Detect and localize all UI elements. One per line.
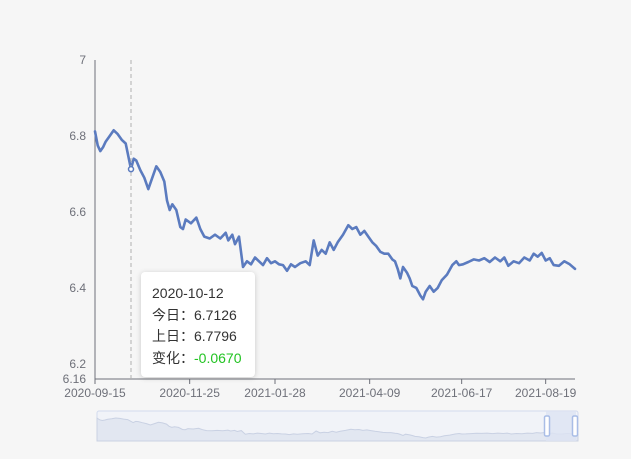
y-tick-label: 6.8 [69,129,86,143]
tooltip: 2020-10-12 今日：6.7126 上日：6.7796 变化：-0.067… [141,272,255,377]
y-tick-label: 6.16 [63,372,87,386]
tooltip-change-row: 变化：-0.0670 [152,348,255,370]
zoom-handle-right[interactable] [571,415,579,437]
y-tick-label: 6.6 [69,205,86,219]
series-layer [93,60,577,379]
tooltip-today-row: 今日：6.7126 [152,305,255,327]
y-axis: 7 6.8 6.6 6.4 6.26.16 [63,53,96,386]
tooltip-date: 2020-10-12 [152,285,224,301]
x-tick-label: 2020-09-15 [64,386,126,400]
x-tick-label: 2021-04-09 [339,386,401,400]
x-tick-label: 2021-08-19 [515,386,577,400]
x-tick-label: 2021-06-17 [431,386,493,400]
zoom-handle-left[interactable] [543,415,551,437]
tooltip-prev-row: 上日：6.7796 [152,326,255,348]
data-zoom-slider[interactable] [96,410,579,442]
x-tick-label: 2020-11-25 [159,386,220,400]
zoom-preview [96,417,579,442]
y-tick-label: 6.2 [69,357,86,371]
y-tick-label: 7 [79,53,86,67]
series-line [93,129,577,301]
zoom-selected-range[interactable] [546,411,576,441]
tooltip-prev-label: 上日： [152,328,194,344]
tooltip-today-value: 6.7126 [194,306,237,323]
tooltip-change-value: -0.0670 [194,349,242,366]
tooltip-change-label: 变化： [152,349,194,366]
x-tick-label: 2021-01-28 [244,386,306,400]
y-tick-label: 6.4 [69,281,86,295]
x-axis: 2020-09-15 2020-11-25 2021-01-28 2021-04-09… [64,378,577,400]
tooltip-today-label: 今日： [152,306,194,323]
hover-point [127,165,135,173]
tooltip-prev-value: 6.7796 [194,328,237,344]
